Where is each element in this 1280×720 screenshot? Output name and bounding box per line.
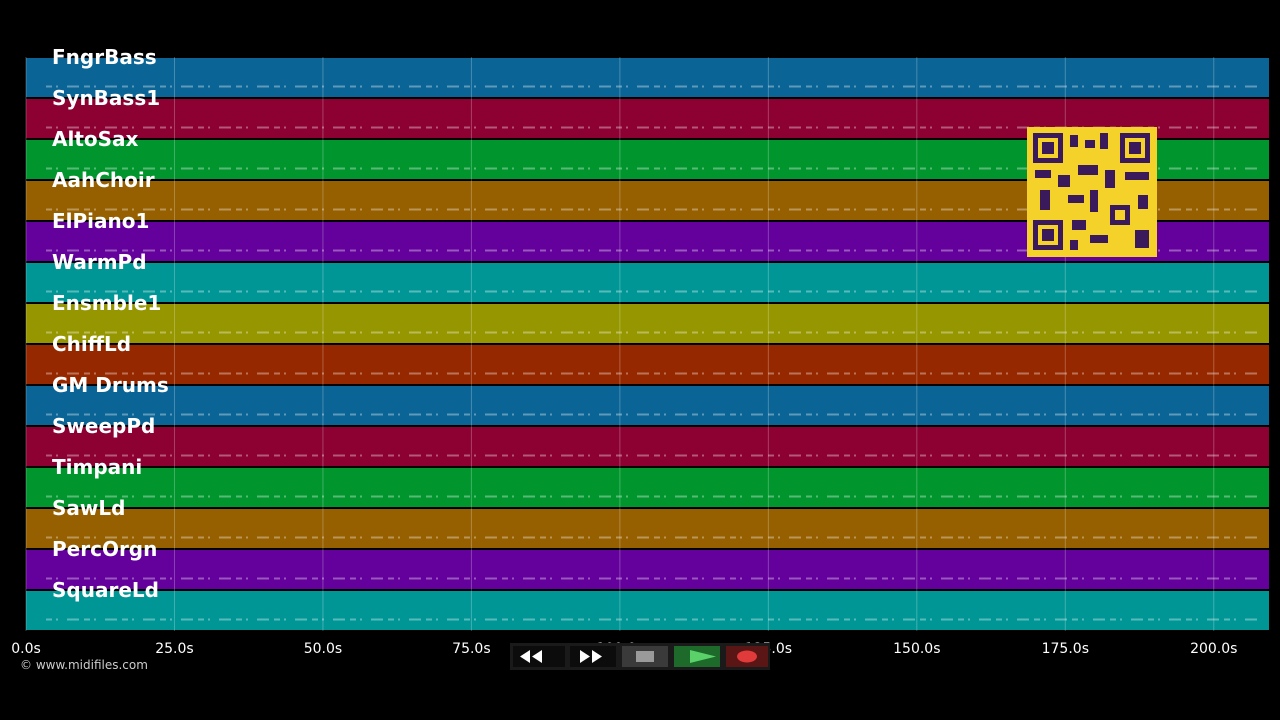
track-band (26, 591, 1269, 630)
track-labels: FngrBass SynBass1 AltoSax AahChoir ElPiano1 W… (52, 45, 169, 602)
track-label: WarmPd (52, 250, 147, 274)
play-button[interactable] (674, 646, 720, 667)
track-band (26, 550, 1269, 589)
track-label: SquareLd (52, 578, 159, 602)
track-label: ElPiano1 (52, 209, 149, 233)
track-band (26, 304, 1269, 343)
x-tick-label: 50.0s (304, 641, 342, 657)
x-tick-label: 0.0s (11, 641, 41, 657)
grid (25, 57, 1215, 631)
track-label: SweepPd (52, 414, 155, 438)
track-label: PercOrgn (52, 537, 157, 561)
track-band (26, 345, 1269, 384)
x-tick-label: 150.0s (893, 641, 940, 657)
transport-controls (510, 643, 770, 670)
track-band (26, 509, 1269, 548)
rewind-button[interactable] (513, 646, 565, 667)
track-band (26, 468, 1269, 507)
x-tick-label: 25.0s (155, 641, 193, 657)
track-label: GM Drums (52, 373, 169, 397)
record-button[interactable] (726, 646, 768, 667)
track-band (26, 263, 1269, 302)
qr-code (1027, 127, 1157, 257)
track-label: Timpani (52, 455, 142, 479)
track-label: AahChoir (52, 168, 155, 192)
track-label: ChiffLd (52, 332, 131, 356)
track-label: AltoSax (52, 127, 139, 151)
track-label: SawLd (52, 496, 125, 520)
copyright: © www.midifiles.com (20, 658, 148, 672)
stop-button[interactable] (622, 646, 668, 667)
x-tick-label: 200.0s (1190, 641, 1237, 657)
track-label: Ensmble1 (52, 291, 161, 315)
x-tick-label: 75.0s (452, 641, 490, 657)
track-band (26, 58, 1269, 97)
x-tick-label: 175.0s (1042, 641, 1089, 657)
track-label: SynBass1 (52, 86, 160, 110)
forward-button[interactable] (570, 646, 616, 667)
track-band (26, 386, 1269, 425)
track-label: FngrBass (52, 45, 157, 69)
track-band (26, 427, 1269, 466)
